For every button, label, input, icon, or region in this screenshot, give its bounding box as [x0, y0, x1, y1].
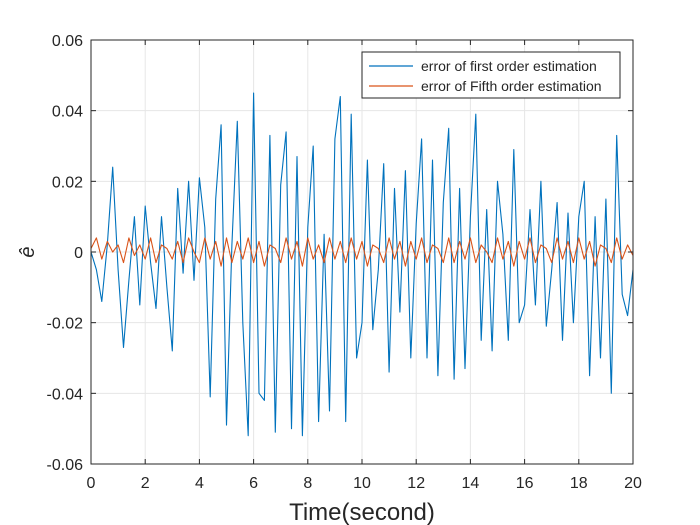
y-axis-title: ê [17, 246, 39, 257]
y-tick-label: 0.06 [52, 33, 83, 50]
x-tick-label: 0 [87, 475, 96, 492]
legend-label-fifth-order: error of Fifth order estimation [421, 78, 602, 94]
legend: error of first order estimation error of… [361, 51, 621, 99]
x-tick-label: 10 [353, 475, 371, 492]
series-line-2 [90, 237, 634, 267]
y-tick-label: -0.02 [47, 316, 84, 333]
series-group [90, 92, 634, 437]
x-tick-label: 14 [462, 475, 480, 492]
y-tick-label: -0.04 [47, 386, 84, 403]
x-tick-label: 2 [141, 475, 150, 492]
y-tick-label: 0 [74, 245, 83, 262]
y-tick-label: 0.04 [52, 104, 83, 121]
x-tick-label: 12 [407, 475, 425, 492]
y-tick-label: 0.02 [52, 174, 83, 191]
legend-box [361, 51, 621, 99]
y-tick-label: -0.06 [47, 457, 84, 474]
legend-label-first-order: error of first order estimation [421, 58, 597, 74]
x-tick-label: 8 [303, 475, 312, 492]
x-tick-label: 4 [195, 475, 204, 492]
series-line-1 [90, 92, 634, 437]
x-tick-label: 20 [624, 475, 642, 492]
x-tick-label: 16 [516, 475, 534, 492]
tick-group: 0 2 4 6 8 10 12 14 16 18 20 -0.06 -0.04 -0.02 0 0.02 0.0… [47, 33, 642, 492]
x-tick-label: 18 [570, 475, 588, 492]
x-tick-label: 6 [249, 475, 258, 492]
x-axis-title: Time(second) [289, 499, 435, 525]
